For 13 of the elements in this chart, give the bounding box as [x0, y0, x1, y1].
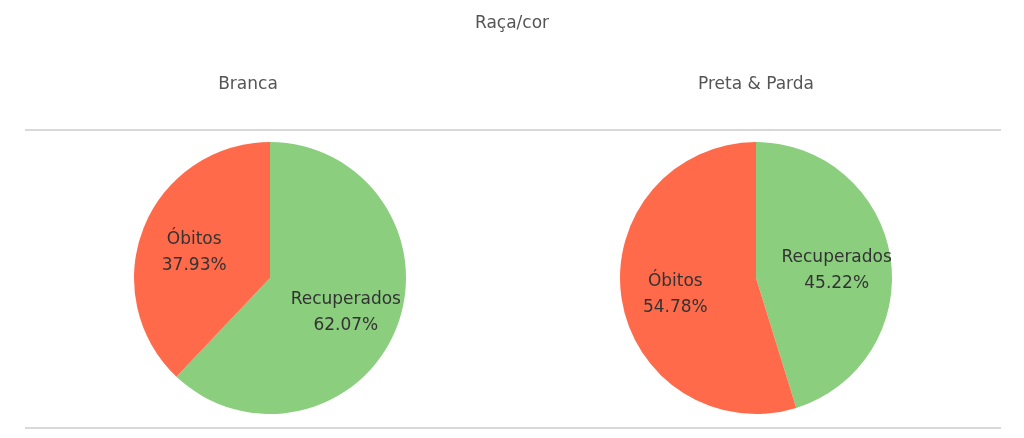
pie-slice: [756, 142, 892, 408]
slice-label: Óbitos: [647, 269, 703, 291]
data-label: 37.93%: [161, 253, 227, 274]
data-label: 45.22%: [804, 271, 870, 292]
slice-label: Recuperados: [290, 288, 402, 309]
slice-label: Óbitos: [166, 226, 222, 248]
chart-subtitle: Branca: [217, 72, 279, 95]
slice-label: Recuperados: [781, 245, 892, 266]
data-label: 54.78%: [642, 296, 708, 317]
chart-subtitle: Preta & Parda: [697, 72, 815, 95]
text: Raça/cor: [473, 11, 551, 34]
data-label: 62.07%: [313, 314, 379, 335]
pie-slice: [134, 142, 270, 377]
